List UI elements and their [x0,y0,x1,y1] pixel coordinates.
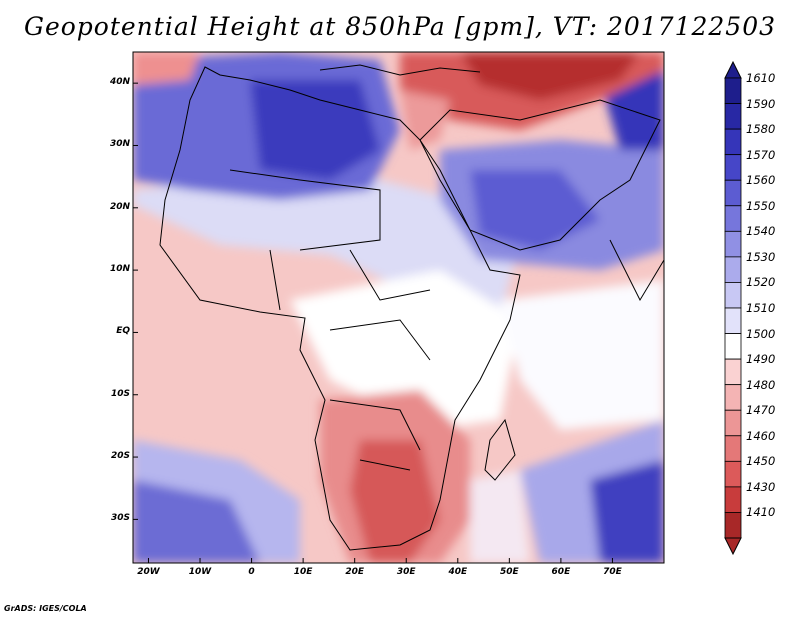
colorbar-level-label: 1570 [746,147,776,162]
colorbar-level-label: 1430 [746,479,776,494]
field-region [500,280,664,430]
colorbar [724,60,742,556]
colorbar-level-label: 1450 [746,454,776,469]
colorbar-level-label: 1480 [746,377,776,392]
africa-coastline [159,66,521,551]
colorbar-level-label: 1520 [746,275,776,290]
field-region [470,470,530,563]
field-region [400,90,450,150]
colorbar-level-label: 1530 [746,249,776,264]
colorbar-swatch [724,307,742,334]
lat-tick-label: 20S [110,451,130,462]
madagascar-coastline [484,418,516,481]
field-region [590,460,664,563]
colorbar-swatch [724,409,742,437]
lat-tick-label: 30S [110,513,130,524]
india-coastline [609,239,664,302]
axis-ticks [133,82,613,563]
arabia-coastline [419,99,661,251]
field-region [250,80,380,180]
field-region [133,480,260,563]
field-region [460,52,640,100]
colorbar-swatch [724,128,742,156]
coastlines [159,64,664,551]
lat-tick-label: EQ [116,326,130,337]
lon-tick-label: 20E [345,567,365,577]
field-region [470,170,600,250]
lat-tick-label: 20N [109,201,130,212]
colorbar-level-label: 1490 [746,352,776,367]
europe-coastline [319,64,481,76]
lon-tick-label: 50E [499,567,519,577]
lon-tick-label: 40E [448,567,468,577]
colorbar-swatch [724,435,742,462]
colorbar-swatch [724,384,742,411]
lat-tick-label: 10N [109,264,130,275]
lat-tick-label: 10S [110,388,130,399]
colorbar-swatch [724,333,742,360]
field-region [290,270,520,430]
colorbar-top-arrow [724,60,742,79]
colorbar-swatch [724,256,742,283]
lon-tick-label: 60E [551,567,571,577]
field-region [350,440,440,563]
colorbar-swatch [724,358,742,386]
colorbar-swatch [724,77,742,104]
colorbar-swatch [724,179,742,207]
lon-tick-label: 30E [396,567,416,577]
colorbar-swatch [724,282,742,309]
colorbar-level-label: 1550 [746,198,776,213]
colorbar-level-label: 1460 [746,428,776,443]
colorbar-level-label: 1540 [746,224,776,239]
colorbar-swatch [724,460,742,488]
country-borders [229,169,431,471]
lon-tick-label: 20W [137,567,160,577]
colorbar-swatch [724,103,742,130]
colorbar-level-label: 1560 [746,173,776,188]
chart-title: Geopotential Height at 850hPa [gpm], VT:… [23,12,777,41]
colorbar-level-label: 1470 [746,403,776,418]
field-region [133,52,200,85]
field-region [133,170,520,360]
colorbar-bottom-arrow [724,537,742,556]
colorbar-swatch [724,486,742,513]
colorbar-level-label: 1610 [746,71,776,85]
colorbar-level-label: 1580 [746,122,776,137]
grads-credit: GrADS: IGES/COLA [4,604,87,613]
lat-tick-label: 40N [109,77,130,88]
colorbar-level-label: 1410 [746,505,776,520]
lon-tick-label: 70E [603,567,622,577]
lon-tick-label: 10E [293,567,313,577]
colorbar-level-label: 1590 [746,96,776,111]
geopotential-field [133,52,664,563]
colorbar-swatch [724,230,742,258]
plot-frame [132,51,665,564]
colorbar-level-label: 1500 [746,326,776,341]
lon-tick-label: 0 [248,567,255,577]
colorbar-swatch [724,154,742,181]
lon-tick-label: 10W [188,567,212,577]
colorbar-level-label: 1510 [746,301,776,315]
lat-tick-label: 30N [109,139,130,150]
colorbar-swatch [724,512,742,539]
colorbar-swatch [724,205,742,232]
